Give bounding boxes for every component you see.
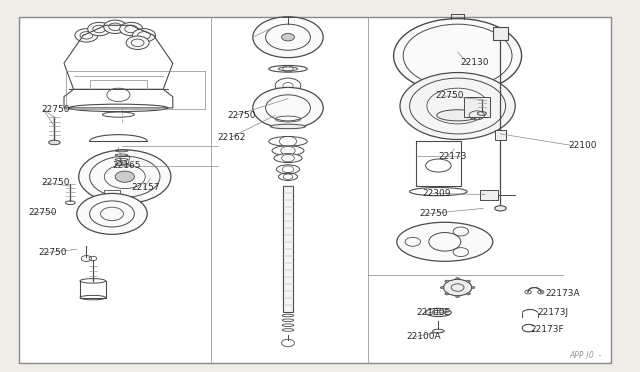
Text: 22173F: 22173F — [530, 325, 564, 334]
Text: 22162: 22162 — [218, 133, 246, 142]
Circle shape — [456, 278, 460, 280]
Bar — [464, 97, 490, 117]
Polygon shape — [64, 89, 173, 108]
Circle shape — [115, 171, 134, 182]
Bar — [480, 190, 498, 200]
Text: 22165: 22165 — [112, 161, 141, 170]
Circle shape — [77, 193, 147, 234]
Circle shape — [253, 17, 323, 58]
Bar — [283, 186, 293, 312]
Ellipse shape — [274, 154, 302, 163]
Ellipse shape — [495, 206, 506, 211]
Text: 22750: 22750 — [29, 208, 58, 217]
Circle shape — [440, 286, 444, 289]
Circle shape — [471, 286, 475, 289]
Ellipse shape — [426, 308, 451, 317]
Circle shape — [132, 29, 156, 42]
Text: 22750: 22750 — [42, 178, 70, 187]
Text: 22750: 22750 — [227, 111, 256, 120]
Text: 22100A: 22100A — [406, 332, 441, 341]
Circle shape — [394, 19, 522, 93]
Circle shape — [282, 33, 294, 41]
Ellipse shape — [436, 110, 479, 121]
Circle shape — [79, 150, 171, 203]
Ellipse shape — [269, 65, 307, 72]
Circle shape — [75, 29, 98, 42]
Text: 22173J: 22173J — [538, 308, 569, 317]
Text: 22750: 22750 — [38, 248, 67, 257]
Ellipse shape — [397, 222, 493, 262]
Text: 22173A: 22173A — [545, 289, 580, 298]
Text: 22130: 22130 — [461, 58, 490, 67]
Bar — [495, 130, 506, 140]
Circle shape — [467, 293, 470, 295]
Text: 22157: 22157 — [131, 183, 160, 192]
Text: 22750: 22750 — [42, 105, 70, 114]
Text: 22100E: 22100E — [416, 308, 450, 317]
Text: 22750: 22750 — [419, 209, 448, 218]
Circle shape — [120, 22, 143, 36]
Text: APP )0  -: APP )0 - — [570, 351, 602, 360]
Text: 22173: 22173 — [438, 152, 467, 161]
Ellipse shape — [270, 124, 306, 129]
Circle shape — [400, 73, 515, 140]
Text: 22750: 22750 — [435, 92, 464, 100]
Circle shape — [104, 20, 127, 33]
Circle shape — [445, 280, 449, 282]
Circle shape — [444, 279, 472, 296]
Text: 22309: 22309 — [422, 189, 451, 198]
Text: 22100: 22100 — [568, 141, 597, 150]
Ellipse shape — [272, 146, 304, 155]
Ellipse shape — [269, 137, 307, 146]
Circle shape — [88, 22, 111, 36]
Circle shape — [126, 36, 149, 49]
Ellipse shape — [49, 140, 60, 145]
Circle shape — [456, 295, 460, 298]
Circle shape — [445, 293, 449, 295]
Bar — [493, 27, 508, 40]
Circle shape — [467, 280, 470, 282]
Circle shape — [253, 87, 323, 128]
